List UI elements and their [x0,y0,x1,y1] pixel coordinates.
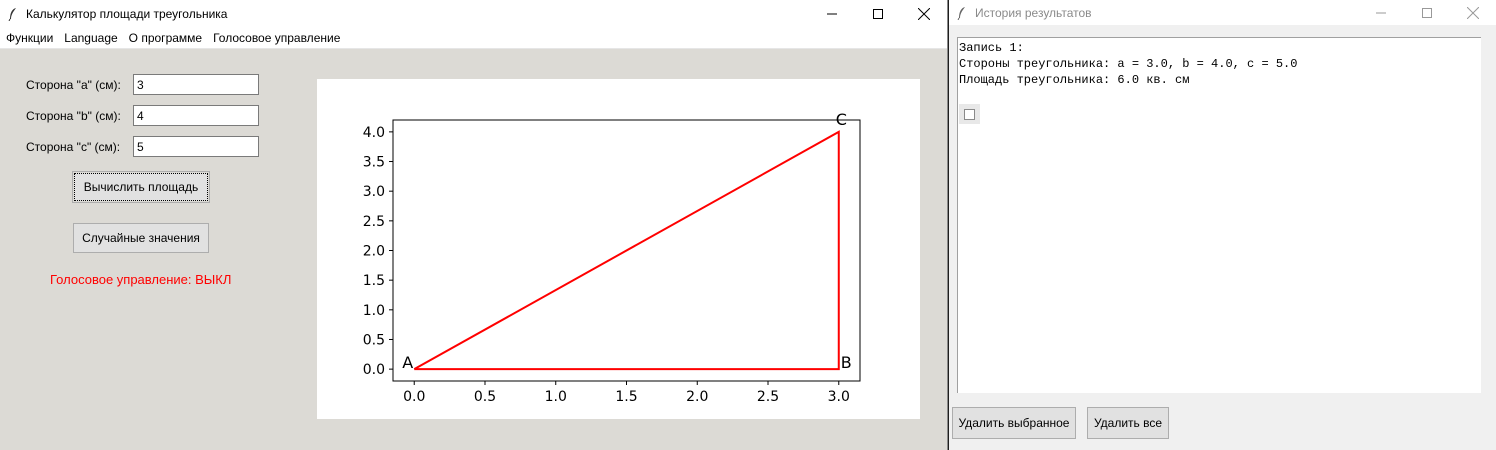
side-c-label: Сторона "c" (см): [26,140,121,154]
side-c-input[interactable] [133,136,259,157]
x-tick-label: 0.5 [474,389,496,405]
close-icon [1467,6,1479,19]
voice-status-label: Голосовое управление: ВЫКЛ [50,272,232,287]
history-minimize-button[interactable] [1358,0,1404,25]
minimize-icon [827,13,837,15]
x-tick-label: 2.0 [686,389,708,405]
close-icon [918,8,930,20]
feather-icon [957,6,965,20]
close-button[interactable] [901,0,947,28]
history-textbox[interactable]: Запись 1: Стороны треугольника: a = 3.0, … [957,37,1481,393]
triangle-plot-canvas: 0.0 0.5 1.0 1.5 2.0 2.5 3.0 0.0 0.5 1.0 1.5 2.0 2.5 3… [317,79,920,419]
history-entry-checkbox[interactable] [959,104,980,124]
x-tick-label: 1.0 [545,389,567,405]
y-tick-label: 1.5 [363,273,385,289]
menu-voice-control[interactable]: Голосовое управление [213,31,341,45]
main-window-title: Калькулятор площади треугольника [26,7,228,21]
maximize-icon [1422,7,1432,18]
y-tick-label: 4.0 [363,125,385,141]
maximize-button[interactable] [855,0,901,28]
vertex-label-c: C [836,110,847,129]
delete-all-button[interactable]: Удалить все [1087,407,1169,439]
history-window: История результатов Запись 1: Стороны тре… [949,0,1496,450]
x-tick-label: 1.5 [615,389,637,405]
triangle-plot: 0.0 0.5 1.0 1.5 2.0 2.5 3.0 0.0 0.5 1.0 1.5 2.0 2.5 3… [363,110,861,405]
history-line: Стороны треугольника: a = 3.0, b = 4.0, … [959,57,1298,71]
y-tick-label: 2.0 [363,244,385,260]
y-tick-label: 2.5 [363,214,385,230]
x-tick-label: 2.5 [757,389,779,405]
y-tick-label: 3.0 [363,184,385,200]
history-maximize-button[interactable] [1404,0,1450,25]
feather-icon [8,8,16,21]
calculate-area-button[interactable]: Вычислить площадь [72,171,210,203]
random-values-button[interactable]: Случайные значения [73,223,209,253]
side-b-label: Сторона "b" (см): [26,109,121,123]
history-line: Площадь треугольника: 6.0 кв. см [959,73,1190,87]
side-a-label: Сторона "a" (см): [26,78,121,92]
x-tick-label: 3.0 [828,389,850,405]
y-tick-label: 0.5 [363,332,385,348]
side-a-input[interactable] [133,74,259,95]
history-titlebar[interactable]: История результатов [949,0,1496,25]
maximize-icon [873,9,883,19]
history-window-title: История результатов [975,5,1092,20]
menu-functions[interactable]: Функции [6,31,54,45]
side-b-input[interactable] [133,105,259,126]
history-line: Запись 1: [959,41,1024,55]
minimize-button[interactable] [809,0,855,28]
vertex-label-b: B [841,353,852,372]
history-close-button[interactable] [1450,0,1496,25]
y-tick-label: 3.5 [363,155,385,171]
x-tick-label: 0.0 [403,389,425,405]
menubar: Функции Language О программе Голосовое у… [0,28,947,49]
y-tick-label: 0.0 [363,362,385,378]
checkbox-box [964,108,975,120]
menu-language[interactable]: Language [64,31,118,45]
minimize-icon [1376,12,1386,13]
y-tick-label: 1.0 [363,303,385,319]
menu-about[interactable]: О программе [128,31,203,45]
delete-selected-button[interactable]: Удалить выбранное [952,407,1076,439]
vertex-label-a: A [402,353,413,372]
calculator-window: Калькулятор площади треугольника Функции… [0,0,948,450]
triangle-line [413,130,840,371]
main-titlebar[interactable]: Калькулятор площади треугольника [0,0,947,28]
